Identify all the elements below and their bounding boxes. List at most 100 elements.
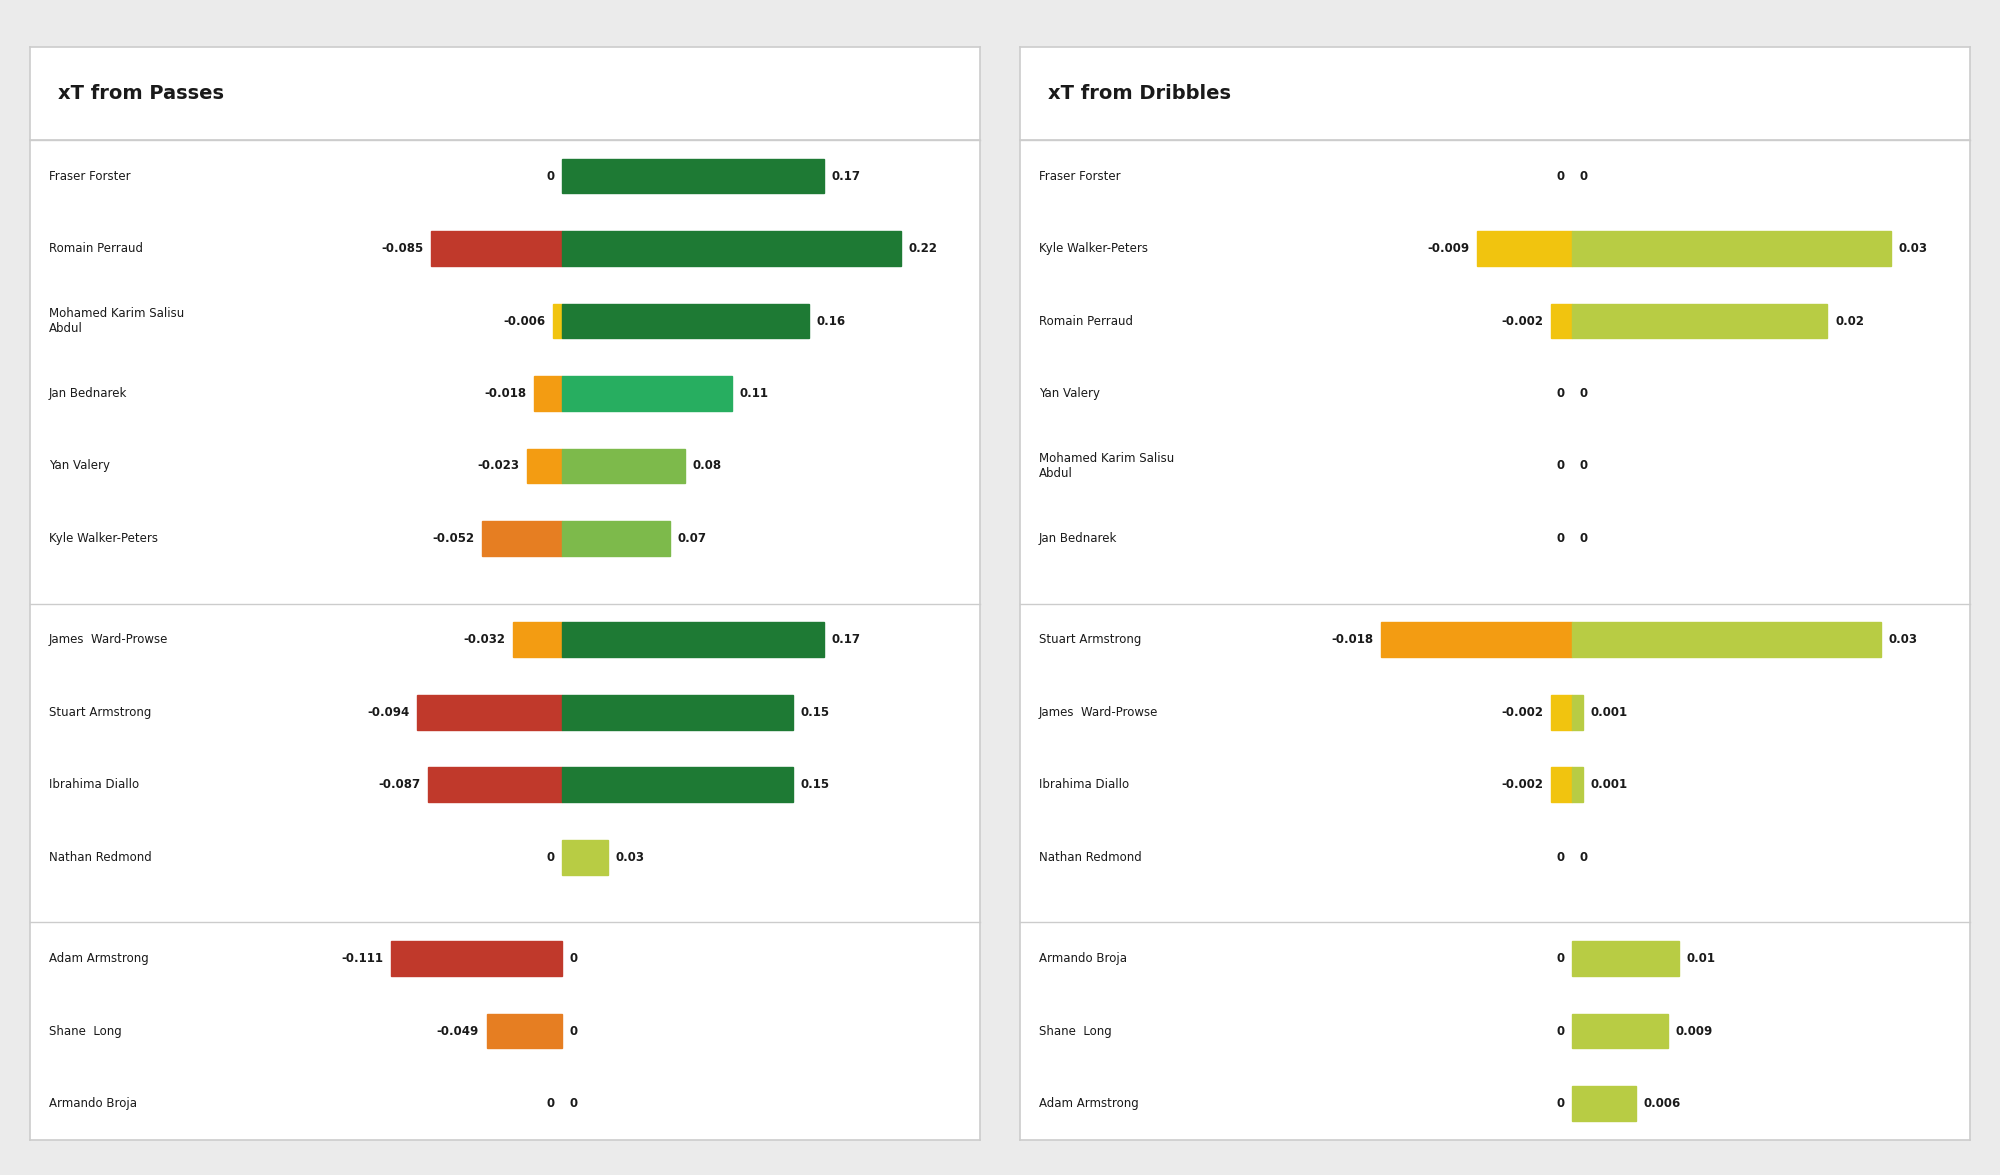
Text: -0.018: -0.018 bbox=[484, 387, 526, 400]
Text: -0.094: -0.094 bbox=[368, 706, 410, 719]
Text: xT from Dribbles: xT from Dribbles bbox=[1048, 83, 1232, 103]
Bar bbox=[1572, 623, 1880, 657]
Text: 0: 0 bbox=[1556, 851, 1564, 864]
Bar bbox=[1380, 623, 1572, 657]
Text: -0.002: -0.002 bbox=[1502, 706, 1544, 719]
Text: Shane  Long: Shane Long bbox=[48, 1025, 122, 1038]
Text: James  Ward-Prowse: James Ward-Prowse bbox=[1040, 706, 1158, 719]
Bar bbox=[526, 449, 562, 483]
Bar bbox=[1572, 1086, 1636, 1121]
Text: 0.001: 0.001 bbox=[1590, 778, 1628, 791]
Text: James  Ward-Prowse: James Ward-Prowse bbox=[48, 633, 168, 646]
Text: 0: 0 bbox=[546, 169, 554, 182]
Text: 0.009: 0.009 bbox=[1676, 1025, 1712, 1038]
Bar bbox=[418, 694, 562, 730]
Text: 0: 0 bbox=[546, 1097, 554, 1110]
Text: 0: 0 bbox=[1556, 1025, 1564, 1038]
Text: Mohamed Karim Salisu
Abdul: Mohamed Karim Salisu Abdul bbox=[1040, 452, 1174, 479]
Bar bbox=[562, 303, 808, 338]
Text: 0.22: 0.22 bbox=[908, 242, 938, 255]
Text: -0.006: -0.006 bbox=[504, 315, 546, 328]
Text: 0: 0 bbox=[1556, 169, 1564, 182]
Text: 0: 0 bbox=[1556, 387, 1564, 400]
Text: Fraser Forster: Fraser Forster bbox=[1040, 169, 1120, 182]
Text: Romain Perraud: Romain Perraud bbox=[1040, 315, 1132, 328]
Text: -0.009: -0.009 bbox=[1426, 242, 1470, 255]
Text: Kyle Walker-Peters: Kyle Walker-Peters bbox=[1040, 242, 1148, 255]
Text: -0.032: -0.032 bbox=[464, 633, 506, 646]
Text: Jan Bednarek: Jan Bednarek bbox=[1040, 532, 1118, 545]
Bar bbox=[1572, 941, 1678, 976]
Text: 0: 0 bbox=[1556, 532, 1564, 545]
Text: Kyle Walker-Peters: Kyle Walker-Peters bbox=[48, 532, 158, 545]
Text: 0: 0 bbox=[1580, 169, 1588, 182]
Text: 0.11: 0.11 bbox=[740, 387, 768, 400]
Bar bbox=[534, 376, 562, 411]
Text: Yan Valery: Yan Valery bbox=[1040, 387, 1100, 400]
Text: Nathan Redmond: Nathan Redmond bbox=[48, 851, 152, 864]
Text: Mohamed Karim Salisu
Abdul: Mohamed Karim Salisu Abdul bbox=[48, 307, 184, 335]
Text: 0.17: 0.17 bbox=[832, 169, 860, 182]
Text: 0: 0 bbox=[1580, 851, 1588, 864]
Bar bbox=[432, 231, 562, 266]
Text: 0.17: 0.17 bbox=[832, 633, 860, 646]
Text: xT from Passes: xT from Passes bbox=[58, 83, 224, 103]
Text: Adam Armstrong: Adam Armstrong bbox=[48, 952, 148, 965]
Text: -0.085: -0.085 bbox=[382, 242, 424, 255]
Text: Fraser Forster: Fraser Forster bbox=[48, 169, 130, 182]
Text: Armando Broja: Armando Broja bbox=[48, 1097, 136, 1110]
Bar bbox=[552, 303, 562, 338]
Bar bbox=[562, 159, 824, 194]
Text: 0.03: 0.03 bbox=[1898, 242, 1928, 255]
Text: Ibrahima Diallo: Ibrahima Diallo bbox=[1040, 778, 1130, 791]
Text: Ibrahima Diallo: Ibrahima Diallo bbox=[48, 778, 140, 791]
Bar bbox=[1552, 767, 1572, 803]
Text: 0.01: 0.01 bbox=[1686, 952, 1716, 965]
Text: -0.111: -0.111 bbox=[342, 952, 384, 965]
Text: -0.049: -0.049 bbox=[436, 1025, 478, 1038]
Text: 0: 0 bbox=[1556, 1097, 1564, 1110]
Text: 0.16: 0.16 bbox=[816, 315, 846, 328]
Bar bbox=[562, 767, 794, 803]
Text: -0.087: -0.087 bbox=[378, 778, 420, 791]
Bar bbox=[562, 840, 608, 874]
Text: 0.03: 0.03 bbox=[1888, 633, 1918, 646]
Text: 0: 0 bbox=[570, 952, 578, 965]
Text: Nathan Redmond: Nathan Redmond bbox=[1040, 851, 1142, 864]
Text: 0: 0 bbox=[1580, 387, 1588, 400]
Text: Adam Armstrong: Adam Armstrong bbox=[1040, 1097, 1138, 1110]
Bar bbox=[390, 941, 562, 976]
Text: Stuart Armstrong: Stuart Armstrong bbox=[48, 706, 152, 719]
Text: 0.07: 0.07 bbox=[678, 532, 706, 545]
Text: 0: 0 bbox=[1580, 532, 1588, 545]
Text: -0.023: -0.023 bbox=[478, 459, 520, 472]
Bar bbox=[1552, 303, 1572, 338]
Text: -0.002: -0.002 bbox=[1502, 778, 1544, 791]
Text: Armando Broja: Armando Broja bbox=[1040, 952, 1128, 965]
Text: -0.018: -0.018 bbox=[1332, 633, 1374, 646]
Bar bbox=[1476, 231, 1572, 266]
Text: Jan Bednarek: Jan Bednarek bbox=[48, 387, 128, 400]
Bar bbox=[486, 1014, 562, 1048]
Text: 0: 0 bbox=[570, 1097, 578, 1110]
Text: -0.002: -0.002 bbox=[1502, 315, 1544, 328]
Text: Romain Perraud: Romain Perraud bbox=[48, 242, 144, 255]
Text: 0.03: 0.03 bbox=[616, 851, 644, 864]
Bar bbox=[512, 623, 562, 657]
Text: Shane  Long: Shane Long bbox=[1040, 1025, 1112, 1038]
Bar bbox=[562, 449, 686, 483]
Text: 0.08: 0.08 bbox=[692, 459, 722, 472]
Text: 0.15: 0.15 bbox=[800, 778, 830, 791]
Bar bbox=[562, 231, 902, 266]
Text: 0: 0 bbox=[1580, 459, 1588, 472]
Text: 0.02: 0.02 bbox=[1836, 315, 1864, 328]
Text: 0.001: 0.001 bbox=[1590, 706, 1628, 719]
Bar bbox=[1572, 231, 1892, 266]
Bar bbox=[1572, 1014, 1668, 1048]
Text: -0.052: -0.052 bbox=[432, 532, 474, 545]
Bar bbox=[562, 623, 824, 657]
Text: 0: 0 bbox=[1556, 952, 1564, 965]
Bar bbox=[1572, 767, 1582, 803]
Text: 0: 0 bbox=[570, 1025, 578, 1038]
Bar bbox=[562, 376, 732, 411]
